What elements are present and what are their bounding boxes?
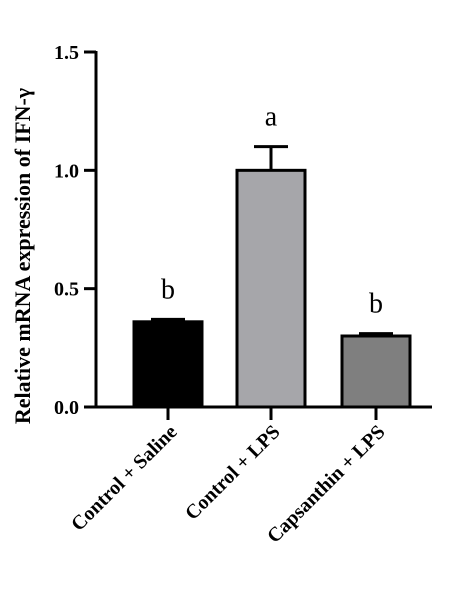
bar (235, 168, 307, 409)
y-tick-label: 0.0 (54, 397, 79, 419)
y-axis-label: Relative mRNA expression of IFN-γ (10, 88, 35, 424)
bars-group (132, 168, 412, 409)
bar (340, 334, 412, 409)
significance-label: b (161, 274, 175, 305)
x-axis (94, 405, 432, 420)
significance-label: b (369, 289, 383, 320)
bar (132, 320, 204, 409)
y-tick-label: 1.5 (54, 42, 79, 64)
error-bars-group (151, 145, 393, 336)
y-tick-label: 0.5 (54, 279, 79, 301)
significance-label: a (265, 102, 278, 133)
category-label: Capsanthin + LPS (263, 421, 390, 548)
category-label: Control + Saline (67, 421, 182, 536)
y-tick-label: 1.0 (54, 160, 79, 182)
category-label: Control + LPS (181, 421, 285, 525)
category-labels-group: Control + Saline Control + LPSCapsanthin … (67, 421, 390, 548)
significance-labels-group: b a b (161, 102, 383, 320)
y-axis: 0.0 0.5 1.0 1.5 (54, 42, 98, 419)
